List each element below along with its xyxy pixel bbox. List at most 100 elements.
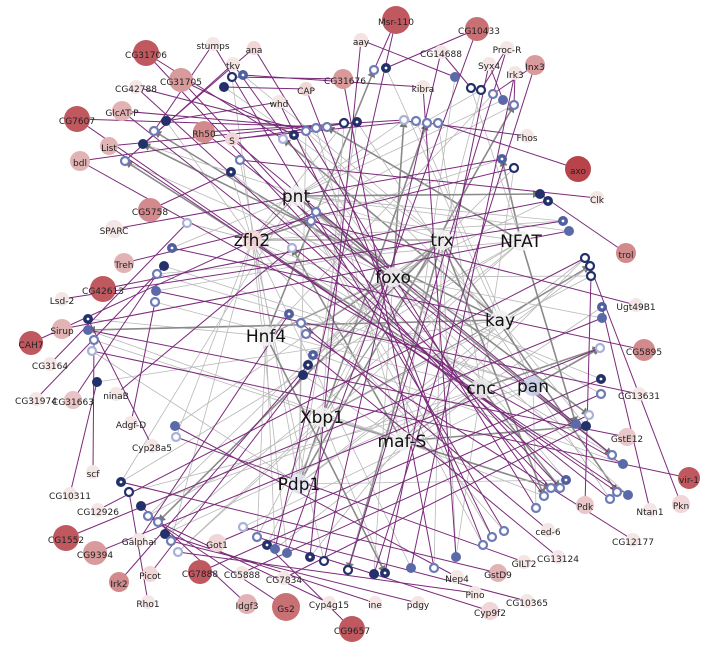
tf-edge [295, 195, 484, 546]
target-gene-edge [216, 378, 602, 544]
gene-node: Sirup [50, 319, 74, 339]
gene-node: whd [270, 95, 288, 110]
tf-node-halo [256, 326, 276, 346]
tf-edge [265, 200, 549, 337]
target-node [234, 154, 246, 166]
gene-node-label: CG42788 [115, 85, 157, 95]
tf-edge [255, 335, 267, 538]
tf-edge [124, 160, 394, 278]
target-gene-edge [312, 354, 559, 558]
gene-node-circle [206, 37, 220, 51]
target-node [308, 350, 318, 360]
target-gene-edge [241, 414, 590, 574]
tf-edge [157, 239, 443, 523]
gene-node-label: stumps [196, 42, 229, 52]
gene-node-label: Syx4 [478, 62, 500, 72]
target-gene-edge [242, 74, 424, 90]
target-node [251, 531, 263, 543]
gene-node-circle [90, 276, 116, 302]
gene-node-circle [129, 80, 143, 94]
gene-node-circle [333, 69, 353, 89]
gene-node: ced-6 [535, 523, 561, 538]
tf-edge [120, 195, 297, 483]
gene-node-label: pdgy [407, 601, 430, 611]
gene-node: Rh50 [192, 121, 216, 143]
gene-node: GlcAT-P [105, 101, 139, 121]
target-node [138, 139, 148, 149]
target-node [432, 117, 444, 129]
gene-node: CG7607 [59, 106, 95, 132]
gene-node-circle [517, 555, 531, 569]
target-node [318, 555, 330, 567]
tf-edge [321, 416, 386, 574]
gene-node: Msr-110 [378, 6, 414, 34]
target-node [86, 345, 98, 357]
gene-node: Treh [114, 253, 134, 273]
gene-node: CG13631 [618, 387, 660, 402]
gene-node: Pino [466, 586, 485, 601]
gene-node: CG12926 [77, 503, 119, 518]
tf-edge [392, 274, 592, 279]
tf-node-halo [286, 186, 306, 206]
gene-node: CG10365 [506, 594, 548, 609]
tf-node-halo [312, 407, 332, 427]
tf-node-trx: trx [430, 230, 454, 251]
gene-node-label: ced-6 [535, 528, 560, 538]
gene-node-circle [91, 503, 105, 517]
tf-edge [265, 335, 277, 550]
gene-node: Picot [139, 566, 161, 582]
gene-node-label: CG14688 [420, 50, 462, 60]
gene-node-label: kibra [412, 85, 435, 95]
gene-node: CG10311 [49, 487, 91, 502]
gene-node-circle [145, 439, 159, 453]
tf-edge [295, 89, 482, 197]
gene-node-label: Msr-110 [378, 18, 414, 28]
gene-node: vir-1 [678, 467, 700, 489]
target-gene-edge [310, 220, 637, 307]
gene-node-circle [132, 533, 146, 547]
target-node [165, 535, 177, 547]
tf-edge [295, 195, 493, 538]
target-gene-edge [49, 222, 188, 365]
target-node [611, 486, 623, 498]
target-gene-edge [601, 306, 652, 511]
tf-node-nfat: NFAT [500, 231, 542, 252]
gene-node-circle [70, 151, 90, 171]
target-node [151, 268, 163, 280]
gene-node: GILT2 [512, 555, 536, 570]
gene-node-circle [169, 68, 193, 92]
gene-node-label: Nep4 [445, 575, 469, 585]
target-node [181, 217, 193, 229]
gene-node-circle [339, 616, 365, 642]
target-node [161, 116, 171, 126]
target-gene-edge [147, 515, 287, 608]
gene-node-circle [565, 156, 591, 182]
gene-node: CG31974 [15, 392, 57, 407]
gene-node-label: Galphai [122, 538, 156, 548]
target-node [305, 215, 317, 227]
gene-node-label: CG3164 [32, 362, 68, 372]
gene-node-circle [247, 41, 261, 55]
gene-node-circle [226, 57, 240, 71]
gene-node-circle [368, 596, 382, 610]
target-node [381, 63, 391, 73]
gene-node-circle [482, 57, 496, 71]
gene-node: Rho1 [136, 595, 160, 610]
gene-node-label: SPARC [100, 227, 129, 237]
gene-node-circle [632, 387, 646, 401]
gene-node-label: CG1552 [48, 536, 84, 546]
gene-node-circle [141, 595, 155, 609]
gene-node-label: scf [87, 470, 101, 480]
target-gene-edge [118, 364, 309, 583]
gene-node: kibra [412, 80, 435, 95]
target-gene-edge [65, 317, 603, 539]
target-node [92, 377, 102, 387]
gene-node-circle [633, 339, 655, 361]
target-node [530, 502, 542, 514]
target-node [300, 125, 312, 137]
gene-node: CG31706 [125, 40, 167, 66]
target-node [226, 71, 238, 83]
gene-node-circle [678, 467, 700, 489]
target-node [597, 313, 607, 323]
tf-edge [274, 387, 482, 550]
